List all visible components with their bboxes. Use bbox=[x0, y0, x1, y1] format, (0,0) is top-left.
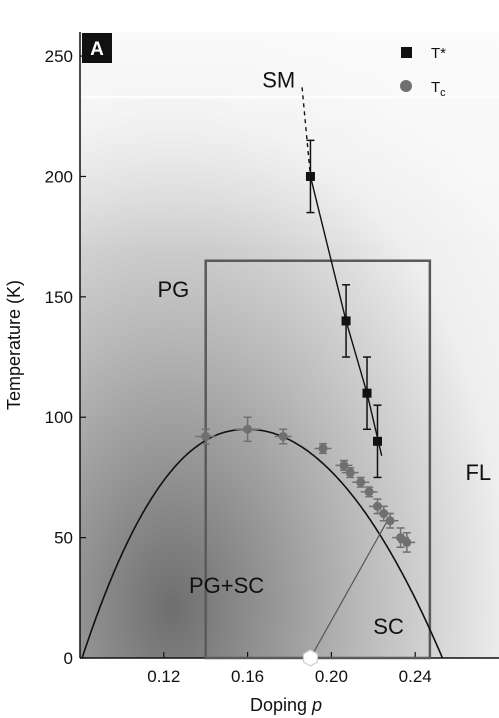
legend-marker-tc bbox=[400, 80, 412, 92]
tc-point bbox=[278, 431, 288, 441]
tc-point bbox=[345, 468, 355, 478]
y-tick-label: 100 bbox=[45, 408, 73, 427]
tstar-point bbox=[341, 316, 351, 326]
y-tick-label: 50 bbox=[54, 529, 73, 548]
region-labels: SM PG FL PG+SC SC bbox=[158, 67, 492, 639]
legend-label-tstar: T* bbox=[431, 45, 446, 62]
tc-point bbox=[243, 424, 253, 434]
tc-point bbox=[364, 487, 374, 497]
x-tick-label: 0.12 bbox=[147, 667, 180, 686]
y-tick-label: 200 bbox=[45, 167, 73, 186]
x-axis-title-var: p bbox=[311, 695, 322, 715]
plot-background bbox=[80, 32, 499, 658]
tstar-point bbox=[305, 171, 315, 181]
tc-point bbox=[385, 516, 395, 526]
legend-label-tc-sub: c bbox=[440, 87, 446, 99]
region-label-pg-sc: PG+SC bbox=[189, 573, 264, 598]
x-axis-title: Doping p bbox=[250, 695, 322, 715]
legend-marker-tstar bbox=[401, 47, 412, 58]
legend: T* Tc bbox=[400, 45, 446, 99]
tc-point bbox=[339, 460, 349, 470]
axes: 0 50 100 150 200 250 0.12 0.16 0.20 0.24 bbox=[45, 32, 499, 686]
region-label-sc: SC bbox=[373, 614, 404, 639]
tc-point bbox=[201, 431, 211, 441]
region-label-fl: FL bbox=[465, 460, 491, 485]
x-tick-label: 0.24 bbox=[399, 667, 432, 686]
tc-point bbox=[372, 501, 382, 511]
tstar-point bbox=[362, 388, 372, 398]
tstar-point bbox=[372, 436, 382, 446]
y-tick-label: 150 bbox=[45, 288, 73, 307]
tc-point bbox=[318, 444, 328, 454]
legend-label-tc-main: T bbox=[431, 79, 440, 96]
tc-point bbox=[402, 537, 412, 547]
tstar-line-dashed bbox=[301, 87, 312, 177]
data-points bbox=[195, 139, 416, 667]
tc-point bbox=[379, 509, 389, 519]
tc-point bbox=[396, 533, 406, 543]
region-label-pg: PG bbox=[158, 277, 190, 302]
guide-lines bbox=[301, 87, 391, 659]
tc-dome-curve bbox=[81, 428, 444, 659]
critical-point-marker bbox=[302, 649, 318, 667]
x-tick-label: 0.16 bbox=[231, 667, 264, 686]
panel-label: A bbox=[82, 33, 112, 63]
y-axis-title: Temperature (K) bbox=[4, 280, 24, 410]
x-tick-label: 0.20 bbox=[315, 667, 348, 686]
critical-line bbox=[309, 515, 391, 659]
region-label-sm: SM bbox=[262, 67, 295, 92]
y-tick-label: 0 bbox=[64, 649, 73, 668]
tstar-line bbox=[309, 176, 383, 456]
tc-dome bbox=[81, 428, 444, 659]
x-axis-title-text: Doping bbox=[250, 695, 307, 715]
panel-letter: A bbox=[90, 39, 104, 60]
legend-label-tc: Tc bbox=[431, 79, 446, 99]
y-tick-label: 250 bbox=[45, 47, 73, 66]
tc-point bbox=[356, 477, 366, 487]
